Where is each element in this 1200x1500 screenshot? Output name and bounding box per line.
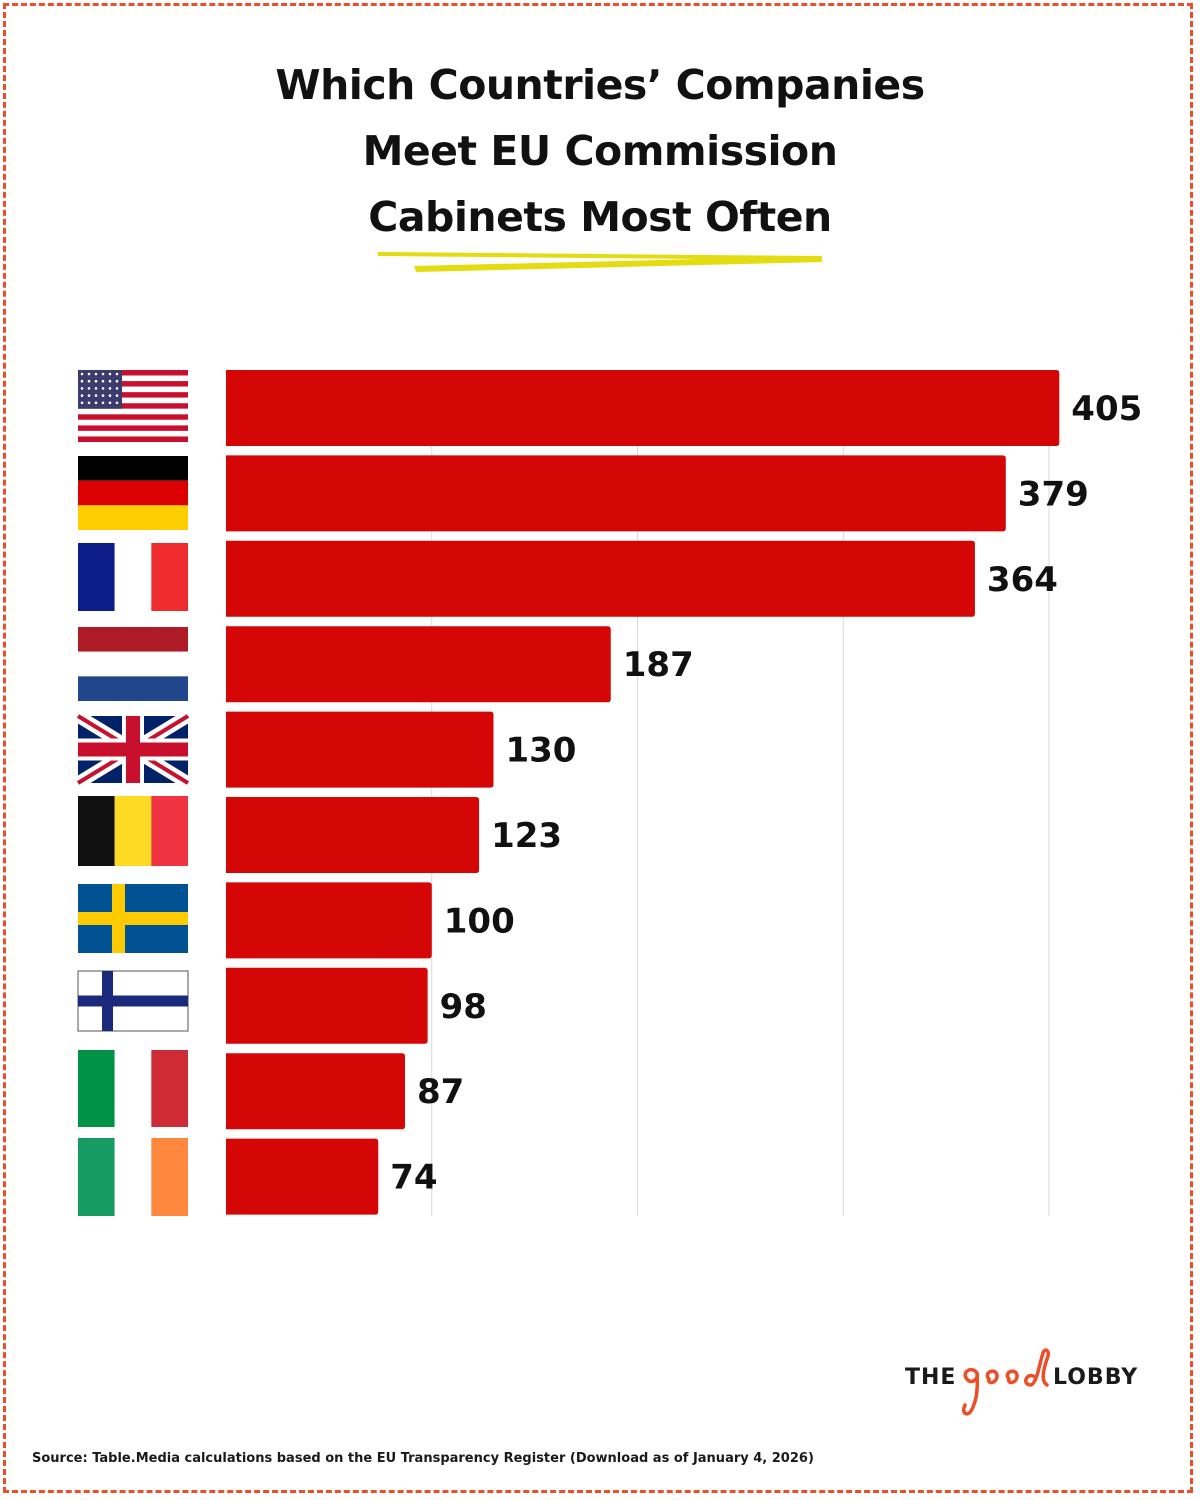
bar-italy xyxy=(226,1053,406,1130)
bar-ireland xyxy=(226,1138,379,1215)
value-label-ireland: 74 xyxy=(390,1158,437,1198)
value-label-united-states: 405 xyxy=(1071,389,1142,429)
bar-sweden xyxy=(226,882,432,959)
italy-flag-icon xyxy=(78,1050,188,1127)
value-label-netherlands: 187 xyxy=(623,645,694,685)
sweden-flag-icon xyxy=(78,884,188,953)
bar-united-states xyxy=(226,370,1060,446)
source-note: Source: Table.Media calculations based o… xyxy=(32,1451,814,1466)
chart-title: Which Countries’ Companies Meet EU Commi… xyxy=(0,52,1200,250)
netherlands-flag-icon xyxy=(78,627,188,701)
bar-netherlands xyxy=(226,626,611,703)
bar-france xyxy=(226,540,975,617)
bar-germany xyxy=(226,455,1006,532)
bar-united-kingdom xyxy=(226,711,494,788)
title-line-1: Which Countries’ Companies xyxy=(275,61,925,109)
logo-the-text: THE xyxy=(905,1365,957,1390)
value-label-belgium: 123 xyxy=(491,816,562,856)
belgium-flag-icon xyxy=(78,796,188,866)
uk-flag-icon xyxy=(74,710,192,789)
bars xyxy=(226,370,1060,1215)
title-line-3: Cabinets Most Often xyxy=(368,193,832,241)
value-label-united-kingdom: 130 xyxy=(505,731,576,771)
finland-flag-icon xyxy=(77,970,189,1032)
bar-chart: 405 379 364 187 130 123 100 98 87 74 xyxy=(74,370,1143,1216)
us-flag-icon xyxy=(78,370,188,442)
value-label-germany: 379 xyxy=(1018,474,1089,514)
france-flag-icon xyxy=(78,543,188,611)
bar-belgium xyxy=(226,797,480,873)
title-line-2: Meet EU Commission xyxy=(362,127,838,175)
bar-finland xyxy=(226,967,428,1044)
country-flags xyxy=(74,370,192,1216)
germany-flag-icon xyxy=(78,456,188,530)
value-label-italy: 87 xyxy=(417,1072,464,1112)
page-border xyxy=(3,3,1193,1493)
value-label-sweden: 100 xyxy=(444,901,515,941)
value-label-finland: 98 xyxy=(440,987,487,1027)
logo-lobby-text: LOBBY xyxy=(1053,1365,1139,1390)
ireland-flag-icon xyxy=(78,1138,188,1216)
logo-good-script xyxy=(961,1348,1051,1416)
value-labels: 405 379 364 187 130 123 100 98 87 74 xyxy=(390,389,1142,1198)
the-good-lobby-logo: THE LOBBY xyxy=(905,1345,1145,1425)
title-highlight-underline xyxy=(378,252,822,272)
value-label-france: 364 xyxy=(987,560,1058,600)
